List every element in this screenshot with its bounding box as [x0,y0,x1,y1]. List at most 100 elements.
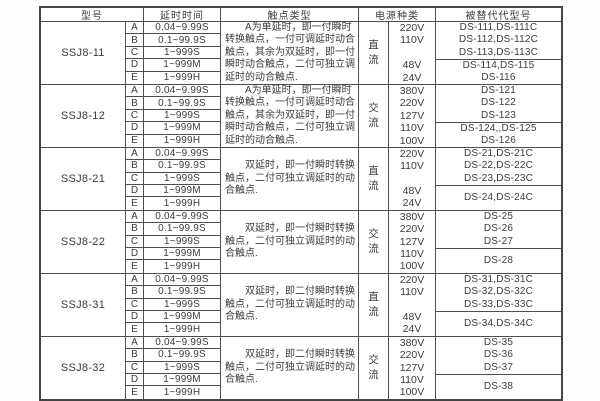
row-letter-cell: D [126,310,144,324]
header-model: 型号 [41,8,144,22]
replaced-models-bottom-cell: DS-34,DS-34C [436,310,561,336]
model-group: SSJ8-31 A 0.04~9.99S B 0.1~99.9S C 1~999S D 1~99… [41,273,561,337]
contact-type-cell: A为单延时，即一付瞬时 转换触点，一付可调延时动合 触点，其余为双延时，即一付 … [221,22,359,84]
row-letter-cell: A [126,273,144,287]
replaced-model-item: DS-36 [483,349,514,361]
replaced-model-item: DS-27 [483,235,514,247]
row-letter-cell: C [126,172,144,186]
voltage-list: 380V 220V 127V 110V 100V [389,84,436,147]
voltage-item: 110V [400,248,424,261]
delay-time-cell: 0.04~9.99S [144,84,221,98]
delay-time-cell: 1~999S [144,361,221,374]
delay-time-cell: 0.1~99.9S [144,286,221,299]
delay-time-cell: 1~999H [144,323,221,336]
replaced-model-item: DS-24,DS-24C [463,191,534,203]
replaced-model-item: DS-124,,DS-125 [460,122,537,134]
power-type-label: 交流 [368,101,379,129]
contact-type-cell: 双延时，即二付瞬时转换 触点，二付可独立调延时的动 合触点. [221,336,359,399]
model-cell: SSJ8-12 [41,84,126,147]
row-letter-cell: A [126,210,144,224]
replaced-model-item: DS-116 [481,72,516,84]
header-contact-type: 触点类型 [221,8,359,22]
voltage-item: 220V [399,223,425,236]
replaced-model-item: DS-31,DS-31C [463,273,534,285]
voltage-item: 220V [399,97,425,110]
delay-time-cell: 0.1~99.9S [144,34,221,47]
voltage-list: 380V 220V 127V 110V 100V [389,210,436,273]
table-header-row: 型号 延时时间 触点类型 电源种类 被替代代型号 [41,8,561,22]
replaced-model-item: DS-121 [480,84,517,96]
row-letter-cell: C [126,298,144,311]
voltage-item: 127V [399,109,425,122]
replaced-model-item: DS-37 [483,361,514,373]
delay-time-cell: 1~999M [144,185,221,198]
row-letter-cell: D [126,185,144,198]
voltage-item: 220V [399,147,425,160]
replaced-model-item: DS-35 [483,336,514,348]
row-letter-cell: C [126,361,144,374]
voltage-item: 48V [402,185,422,198]
header-power-type: 电源种类 [359,8,436,22]
row-letter-cell: B [126,286,144,299]
replaced-models-top-cell: DS-21,DS-21C DS-22,DS-22C DS-23,DS-23C [436,148,561,185]
power-type-cell: 交流 [359,336,389,399]
contact-type-cell: 双延时，即一付瞬时转换 触点，二付可独立调延时的动 合触点. [221,210,359,273]
replaced-models-top-cell: DS-121 DS-122 DS-123 [436,85,561,122]
row-letter-cell: A [126,336,144,350]
replaced-model-item: DS-126 [480,135,517,147]
header-replaced-models: 被替代代型号 [465,11,532,22]
contact-type-cell: 双延时，即一付瞬时转换 触点，二付可独立调延时的动 合触点. [221,147,359,210]
row-letter-cell: C [126,46,144,60]
delay-time-cell: 1~999S [144,235,221,249]
replaced-model-item: DS-33,DS-33C [463,298,534,310]
contact-type-cell: 双延时，即二付瞬时转换 触点，二付可独立调延时的动 合触点. [221,273,359,336]
voltage-list: 220V 110V 48V 24V [389,22,436,84]
delay-time-cell: 1~999M [144,122,221,135]
delay-time-cell: 1~999S [144,109,221,123]
model-cell: SSJ8-22 [41,210,126,273]
voltage-item: 380V [399,84,425,97]
model-cell: SSJ8-21 [41,147,126,210]
model-cell: SSJ8-32 [41,336,126,399]
replaced-models-bottom-cell: DS-114,DS-115 DS-116 [436,59,561,84]
voltage-item: 110V [400,286,424,299]
delay-time-cell: 1~999M [144,310,221,324]
voltage-item: 220V [399,349,425,362]
replaced-model-item: DS-25 [483,210,514,222]
delay-time-cell: 1~999H [144,71,221,84]
delay-time-cell: 0.1~99.9S [144,349,221,362]
row-letter-cell: B [126,349,144,362]
replaced-model-item: DS-111,DS-111C [459,22,538,33]
power-type-label: 直流 [368,164,379,192]
delay-time-cell: 0.04~9.99S [144,147,221,161]
replaced-models-bottom-cell: DS-24,DS-24C [436,185,561,210]
delay-time-cell: 0.04~9.99S [144,273,221,287]
delay-time-cell: 0.04~9.99S [144,336,221,350]
delay-time-cell: 1~999M [144,248,221,261]
replaced-models-top-cell: DS-31,DS-31C DS-32,DS-32C DS-33,DS-33C [436,274,561,311]
replaced-model-item: DS-28 [483,254,514,266]
delay-time-cell: 1~999S [144,46,221,60]
model-cell: SSJ8-31 [41,273,126,336]
replaced-models-bottom-cell: DS-38 [436,373,561,399]
header-delay-time: 延时时间 [144,8,221,22]
power-type-cell: 直流 [359,22,389,84]
replaced-models-bottom-cell: DS-28 [436,248,561,273]
delay-time-cell: 1~999H [144,134,221,147]
row-letter-cell: B [126,223,144,236]
row-letter-cell: C [126,109,144,123]
voltage-item: 48V [402,59,422,72]
voltage-item: 220V [399,22,425,34]
replaced-model-item: DS-22,DS-22C [463,160,534,172]
replaced-model-item: DS-112,DS-112C [458,34,539,46]
delay-time-cell: 0.04~9.99S [144,22,221,35]
delay-time-cell: 0.1~99.9S [144,160,221,173]
replaced-model-item: DS-123 [480,109,517,121]
model-cell: SSJ8-11 [41,22,126,84]
delay-time-cell: 1~999S [144,298,221,311]
replaced-models-top-cell: DS-35 DS-36 DS-37 [436,337,561,374]
table-body: SSJ8-11 A 0.04~9.99S B 0.1~99.9S C 1~999S D 1~99… [41,22,561,399]
voltage-item: 380V [399,210,425,223]
replaced-model-item: DS-32,DS-32C [463,286,534,298]
voltage-item: 100V [399,260,425,273]
